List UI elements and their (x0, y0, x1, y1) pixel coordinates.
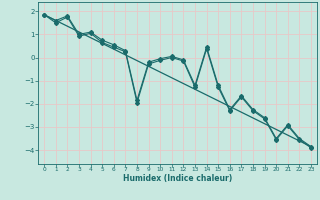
X-axis label: Humidex (Indice chaleur): Humidex (Indice chaleur) (123, 174, 232, 183)
